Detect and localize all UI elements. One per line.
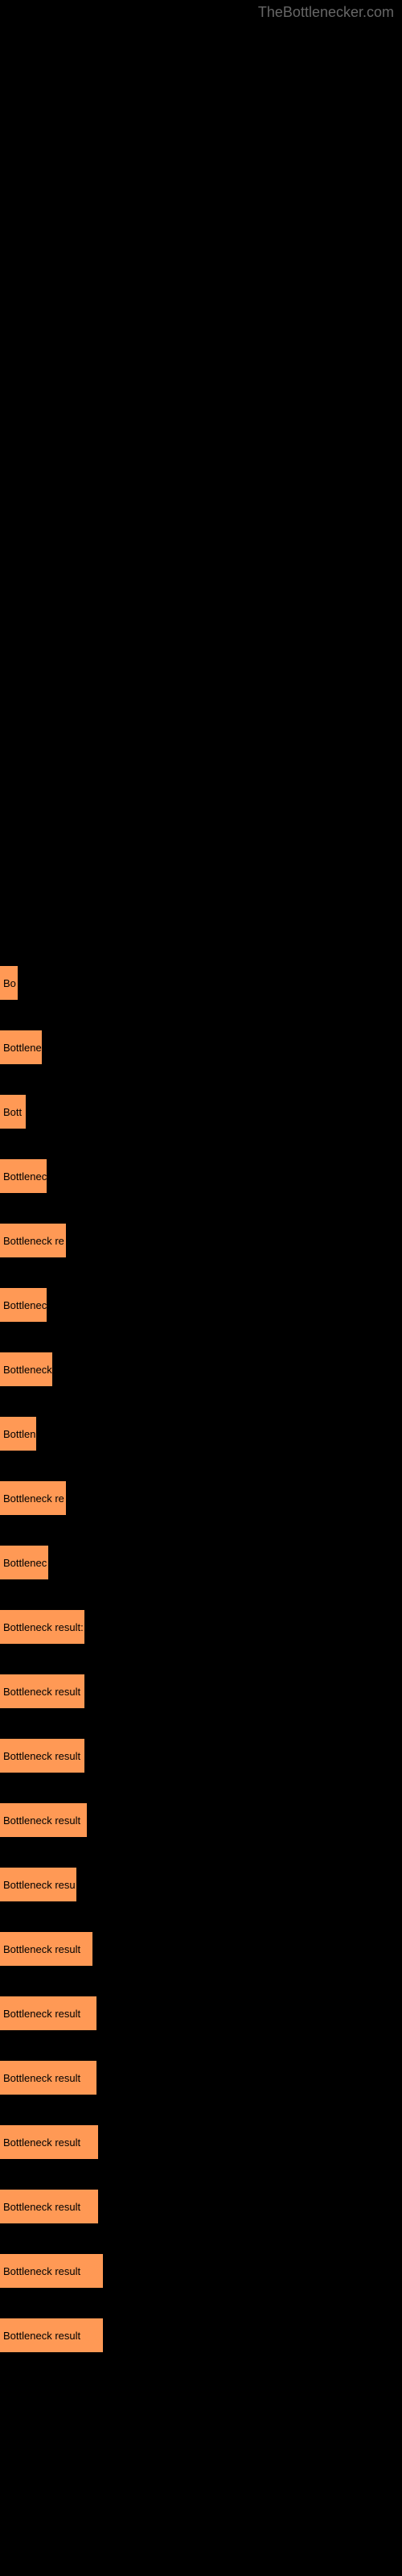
bar: Bottleneck [0,1352,52,1386]
bar-row: Bottleneck result [0,2125,402,2159]
bar: Bottleneck re [0,1224,66,1257]
bar-row: Bottleneck result [0,2061,402,2095]
bar: Bottlenec [0,1546,48,1579]
bar-row: Bottleneck re [0,1481,402,1515]
bar: Bottleneck result [0,1674,84,1708]
bar-row: Bottleneck result [0,1932,402,1966]
bar: Bottlen [0,1417,36,1451]
bar: Bottleneck result [0,1739,84,1773]
bar: Bottleneck result [0,2125,98,2159]
watermark: TheBottlenecker.com [258,4,394,21]
bar: Bottlenec [0,1288,47,1322]
bar-row: Bottleneck resu [0,1868,402,1901]
bar-row: Bott [0,1095,402,1129]
bar: Bottleneck resu [0,1868,76,1901]
bar: Bott [0,1095,26,1129]
bar-row: Bottleneck result [0,2318,402,2352]
bar: Bottleneck result [0,2318,103,2352]
bar-row: Bottlenec [0,1546,402,1579]
bar-row: Bottleneck result [0,2190,402,2223]
bar-row: Bottlenec [0,1288,402,1322]
bar-row: Bottleneck re [0,1224,402,1257]
bar: Bottleneck result [0,1932,92,1966]
bar: Bottlenec [0,1159,47,1193]
bar-row: Bottleneck result [0,2254,402,2288]
bar-row: Bottlene [0,1030,402,1064]
bar-row: Bottleneck result: [0,1610,402,1644]
bar-row: Bottlenec [0,1159,402,1193]
bar: Bottlene [0,1030,42,1064]
bar-chart: Bo Bottlene Bott Bottlenec Bottleneck re Bott… [0,0,402,2423]
bar: Bottleneck result: [0,1610,84,1644]
bar-row: Bottleneck result [0,1996,402,2030]
bar: Bottleneck result [0,2190,98,2223]
bar-row: Bottleneck [0,1352,402,1386]
bar-row: Bo [0,966,402,1000]
bar: Bottleneck result [0,2061,96,2095]
bar-row: Bottleneck result [0,1739,402,1773]
bar: Bottleneck re [0,1481,66,1515]
bar-row: Bottleneck result [0,1674,402,1708]
bar: Bottleneck result [0,2254,103,2288]
bar: Bo [0,966,18,1000]
bar-row: Bottlen [0,1417,402,1451]
bar-row: Bottleneck result [0,1803,402,1837]
bar: Bottleneck result [0,1803,87,1837]
bar: Bottleneck result [0,1996,96,2030]
